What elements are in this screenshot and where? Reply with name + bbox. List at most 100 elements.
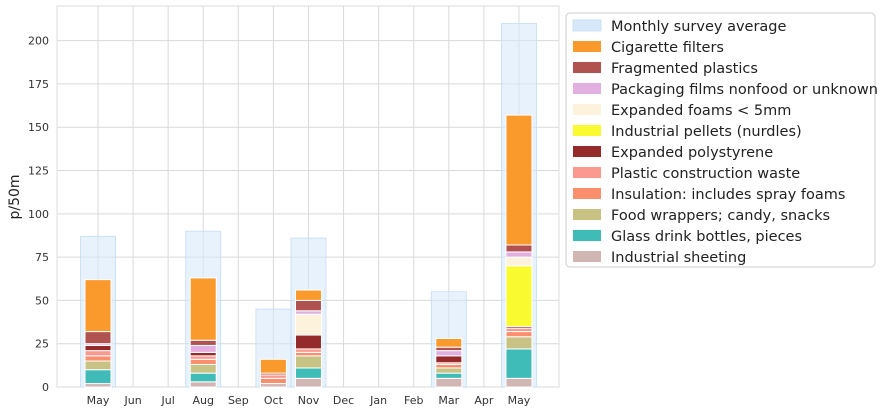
stack-segment [259, 374, 287, 379]
legend-swatch [573, 125, 601, 136]
stack-segment [84, 355, 112, 362]
stack-segment [189, 381, 217, 388]
x-tick-label: Feb [404, 394, 423, 407]
stack-segment [505, 327, 533, 333]
legend-label: Plastic construction waste [611, 166, 800, 182]
stack-segment [505, 114, 533, 246]
y-tick-label: 25 [35, 338, 49, 351]
x-tick-label: May [508, 394, 531, 407]
stack-segment [294, 299, 322, 312]
stack-segment [84, 369, 112, 385]
stack-segment [505, 331, 533, 338]
legend-label: Insulation: includes spray foams [611, 187, 845, 203]
stacked-bars [84, 114, 533, 388]
legend: Monthly survey average Cigarette filters F… [565, 12, 878, 268]
stack-segment [294, 289, 322, 301]
legend-label: Expanded polystyrene [611, 145, 773, 161]
y-tick-label: 75 [35, 251, 49, 264]
stack-segment [294, 348, 322, 353]
legend-label: Glass drink bottles, pieces [611, 229, 802, 245]
stack-segment [84, 383, 112, 388]
y-tick-labels: 0 25 50 75 100 125 150 175 200 [28, 35, 49, 394]
x-tick-label: Sep [228, 394, 249, 407]
y-tick-label: 200 [28, 35, 49, 48]
legend-label: Packaging films nonfood or unknown [611, 82, 878, 98]
stack-segment [505, 265, 533, 327]
legend-label: Monthly survey average [611, 19, 787, 35]
stack-segment [505, 377, 533, 388]
stack-segment [84, 350, 112, 357]
legend-frame [565, 12, 876, 268]
stack-segment [84, 331, 112, 345]
legend-label: Cigarette filters [611, 40, 724, 56]
legend-label: Food wrappers; candy, snacks [611, 208, 830, 224]
stack-segment [189, 372, 217, 383]
stack-segment [189, 358, 217, 365]
y-axis-label: p/50m [7, 174, 23, 219]
stack-segment [259, 358, 287, 374]
x-tick-label: Aug [192, 394, 213, 407]
stack-segment [189, 344, 217, 353]
stack-segment [435, 346, 463, 352]
stack-segment [259, 383, 287, 388]
stack-segment [505, 251, 533, 258]
stack-segment [294, 351, 322, 357]
y-tick-label: 125 [28, 165, 49, 178]
legend-swatch [573, 209, 601, 220]
x-tick-label: Dec [333, 394, 354, 407]
stack-segment [189, 277, 217, 341]
x-tick-label: Oct [264, 394, 284, 407]
stack-segment [505, 256, 533, 267]
stack-segment [294, 367, 322, 379]
stack-segment [435, 355, 463, 364]
x-tick-label: Jan [369, 394, 387, 407]
stack-segment [505, 336, 533, 350]
legend-swatch [573, 83, 601, 94]
legend-swatch [573, 251, 601, 262]
stack-segment [435, 338, 463, 348]
stack-segment [189, 363, 217, 374]
x-tick-label: Mar [438, 394, 459, 407]
x-tick-label: Nov [298, 394, 320, 407]
y-tick-label: 0 [42, 381, 49, 394]
y-tick-label: 50 [35, 294, 49, 307]
stack-segment [294, 377, 322, 388]
y-tick-label: 150 [28, 121, 49, 134]
legend-swatch [573, 167, 601, 178]
x-tick-labels: May Jun Jul Aug Sep Oct Nov Dec Jan Feb Mar Apr May [87, 394, 531, 407]
stack-segment [189, 339, 217, 346]
legend-swatch [573, 104, 601, 115]
stack-segment [294, 310, 322, 315]
legend-swatch [573, 146, 601, 157]
legend-label: Fragmented plastics [611, 61, 758, 77]
x-tick-label: Jun [123, 394, 141, 407]
stack-segment [435, 363, 463, 369]
legend-label: Industrial pellets (nurdles) [611, 124, 802, 140]
stack-segment [435, 367, 463, 374]
x-tick-label: Apr [474, 394, 494, 407]
stack-segment [435, 377, 463, 388]
legend-swatch [573, 62, 601, 73]
y-tick-label: 100 [28, 208, 49, 221]
stack-segment [294, 355, 322, 369]
stack-segment [294, 334, 322, 350]
x-tick-label: May [87, 394, 110, 407]
gridlines [57, 6, 559, 388]
legend-swatch [573, 41, 601, 52]
stack-segment [435, 372, 463, 379]
stack-segment [189, 351, 217, 357]
stack-segment [294, 313, 322, 336]
stack-segment [435, 350, 463, 357]
legend-swatch [572, 19, 602, 32]
x-tick-label: Jul [161, 394, 175, 407]
stack-segment [84, 360, 112, 371]
stack-segment [84, 279, 112, 333]
legend-label: Industrial sheeting [611, 250, 746, 266]
stack-segment [505, 348, 533, 379]
legend-swatch [573, 230, 601, 241]
legend-label: Expanded foams < 5mm [611, 103, 791, 119]
y-tick-label: 175 [28, 78, 49, 91]
stack-segment [84, 344, 112, 352]
legend-swatch [573, 188, 601, 199]
